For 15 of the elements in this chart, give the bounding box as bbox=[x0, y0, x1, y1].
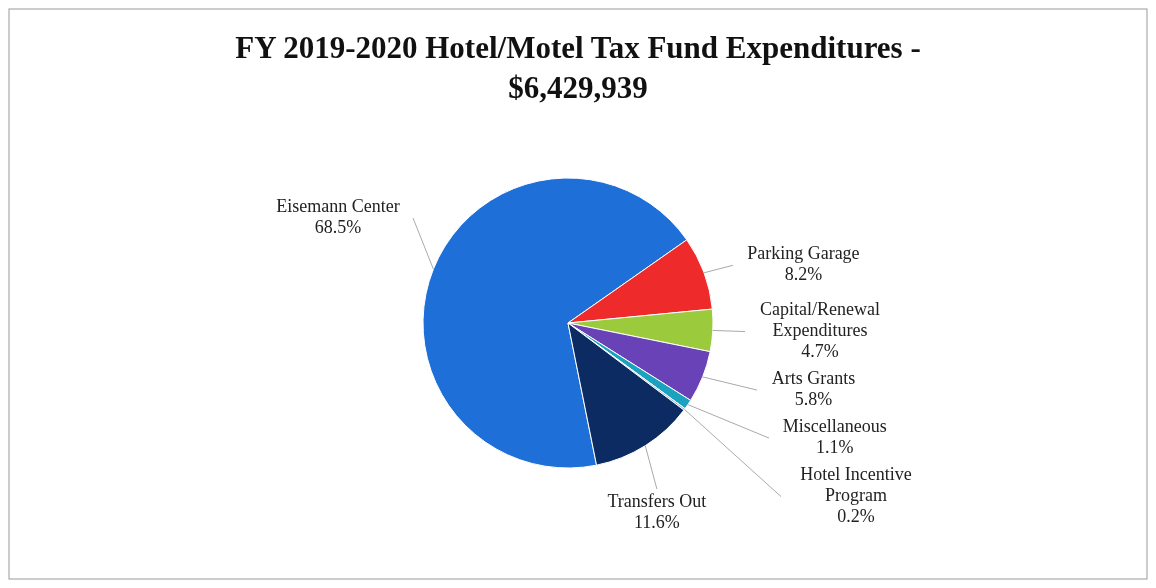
slice-label: Eisemann Center bbox=[276, 196, 400, 216]
data-label: 8.2% bbox=[784, 264, 823, 285]
slice-label: Hotel Incentive Program bbox=[800, 464, 912, 506]
data-label: 4.7% bbox=[801, 341, 839, 362]
data-label: 5.8% bbox=[794, 389, 833, 410]
data-label: 0.2% bbox=[837, 506, 875, 527]
data-label: 11.6% bbox=[633, 512, 680, 532]
slice-label: Parking Garage bbox=[747, 243, 860, 264]
data-label: 68.5% bbox=[314, 217, 362, 237]
slice-label: Capital/Renewal Expenditures bbox=[760, 299, 880, 341]
slice-label: Transfers Out bbox=[607, 491, 707, 511]
slice-label: Arts Grants bbox=[771, 368, 856, 389]
data-label: 1.1% bbox=[816, 437, 854, 458]
chart-title: FY 2019-2020 Hotel/Motel Tax Fund Expenditures - $6,429,939 bbox=[235, 30, 921, 105]
slice-label: Miscellaneous bbox=[782, 416, 887, 437]
